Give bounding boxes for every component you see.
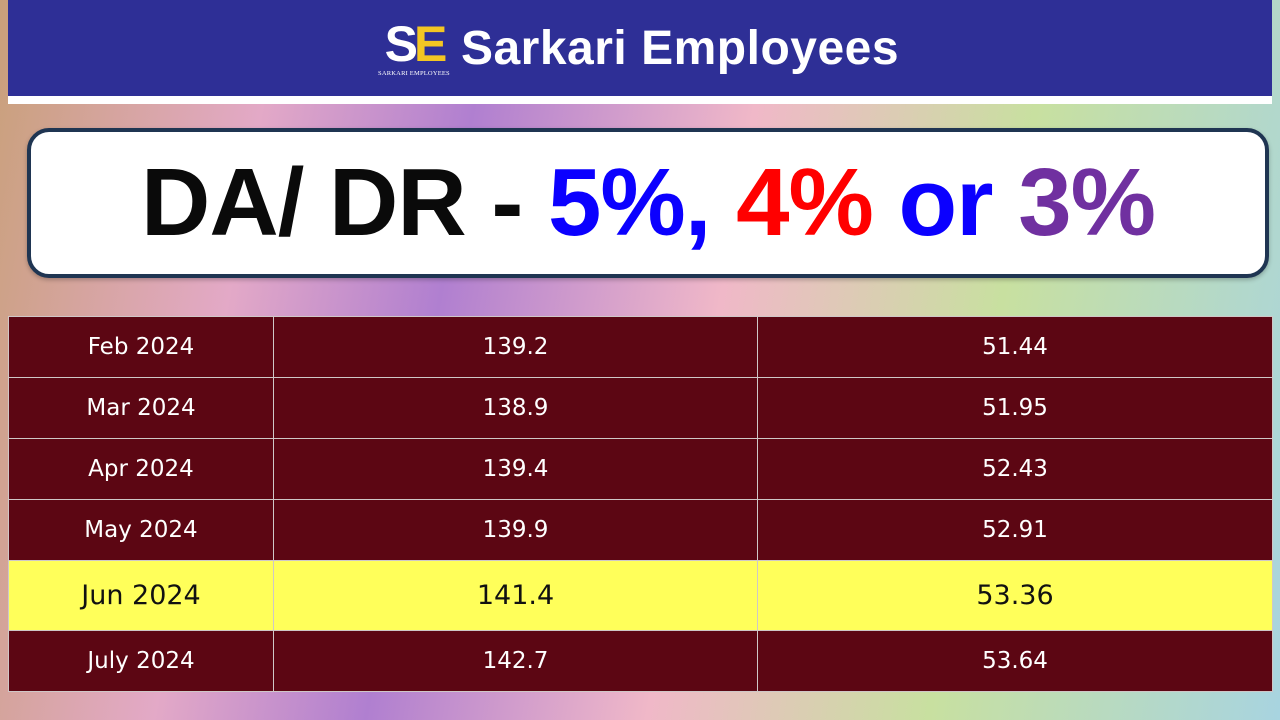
index-cell: 139.2: [273, 316, 758, 378]
logo-subtitle: SARKARI EMPLOYEES: [378, 70, 450, 77]
table-row: Apr 2024 139.4 52.43: [8, 438, 1273, 500]
table-row-highlighted: Jun 2024 141.4 53.36: [8, 560, 1273, 631]
index-cell: 138.9: [273, 377, 758, 439]
da-index-table: Feb 2024 139.2 51.44 Mar 2024 138.9 51.9…: [8, 316, 1273, 692]
logo: SE SARKARI EMPLOYEES: [378, 15, 450, 81]
index-cell: 139.4: [273, 438, 758, 500]
month-cell: Feb 2024: [8, 316, 274, 378]
da-cell: 53.36: [757, 560, 1273, 631]
title-prefix: DA/ DR -: [141, 149, 549, 256]
da-cell: 51.95: [757, 377, 1273, 439]
da-cell: 52.43: [757, 438, 1273, 500]
index-cell: 142.7: [273, 630, 758, 692]
index-cell: 141.4: [273, 560, 758, 631]
table-row: Feb 2024 139.2 51.44: [8, 316, 1273, 378]
month-cell: Apr 2024: [8, 438, 274, 500]
month-cell: Mar 2024: [8, 377, 274, 439]
title-four-percent: 4%: [736, 149, 899, 256]
da-cell: 51.44: [757, 316, 1273, 378]
title-or: or: [898, 149, 1019, 256]
month-cell: May 2024: [8, 499, 274, 561]
brand-name: Sarkari Employees: [460, 21, 900, 75]
month-cell: July 2024: [8, 630, 274, 692]
header-bar: SE SARKARI EMPLOYEES Sarkari Employees: [8, 0, 1272, 96]
logo-mark: SE: [384, 16, 448, 72]
title-five-percent: 5%,: [548, 149, 737, 256]
header-divider: [8, 96, 1272, 104]
table-row: Mar 2024 138.9 51.95: [8, 377, 1273, 439]
da-cell: 53.64: [757, 630, 1273, 692]
table-row: July 2024 142.7 53.64: [8, 630, 1273, 692]
logo-letter-e: E: [413, 16, 447, 72]
da-cell: 52.91: [757, 499, 1273, 561]
table-row: May 2024 139.9 52.91: [8, 499, 1273, 561]
page-title: DA/ DR - 5%, 4% or 3%: [141, 155, 1156, 251]
title-card: DA/ DR - 5%, 4% or 3%: [27, 128, 1269, 278]
title-three-percent: 3%: [1018, 149, 1156, 256]
logo-letter-s: S: [384, 16, 418, 72]
month-cell: Jun 2024: [8, 560, 274, 631]
index-cell: 139.9: [273, 499, 758, 561]
